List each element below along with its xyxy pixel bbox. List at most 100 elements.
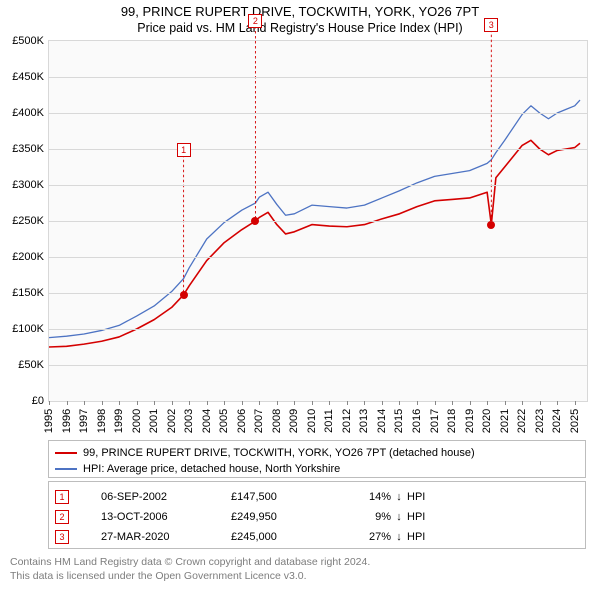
gridline xyxy=(49,113,587,114)
xtick-mark xyxy=(259,401,260,405)
ytick-label: £0 xyxy=(32,395,49,407)
legend: 99, PRINCE RUPERT DRIVE, TOCKWITH, YORK,… xyxy=(48,440,586,478)
xtick-label: 2011 xyxy=(323,409,335,433)
ytick-label: £50K xyxy=(18,359,49,371)
xtick-label: 2006 xyxy=(236,409,248,433)
gridline xyxy=(49,257,587,258)
event-date: 06-SEP-2002 xyxy=(101,491,231,503)
gridline xyxy=(49,293,587,294)
ytick-label: £500K xyxy=(12,35,49,47)
xtick-label: 2021 xyxy=(499,409,511,433)
gridline xyxy=(49,365,587,366)
xtick-label: 2010 xyxy=(306,409,318,433)
chart-title-block: 99, PRINCE RUPERT DRIVE, TOCKWITH, YORK,… xyxy=(0,0,600,35)
event-hpi-label: HPI xyxy=(407,491,447,503)
event-number: 2 xyxy=(55,510,69,524)
event-number: 3 xyxy=(55,530,69,544)
down-arrow-icon: ↓ xyxy=(391,531,407,543)
sale-marker-box: 3 xyxy=(484,18,498,32)
sale-marker-dot xyxy=(180,291,188,299)
xtick-label: 2000 xyxy=(131,409,143,433)
ytick-label: £250K xyxy=(12,215,49,227)
xtick-label: 2001 xyxy=(148,409,160,433)
ytick-label: £300K xyxy=(12,179,49,191)
sale-marker-box: 2 xyxy=(248,14,262,28)
xtick-mark xyxy=(435,401,436,405)
event-pct: 14% xyxy=(341,491,391,503)
xtick-label: 2004 xyxy=(201,409,213,433)
xtick-mark xyxy=(189,401,190,405)
event-pct: 9% xyxy=(341,511,391,523)
xtick-mark xyxy=(294,401,295,405)
xtick-label: 1997 xyxy=(78,409,90,433)
xtick-label: 1996 xyxy=(61,409,73,433)
legend-swatch-property xyxy=(55,452,77,454)
legend-row-hpi: HPI: Average price, detached house, Nort… xyxy=(55,461,579,477)
sale-marker-dot xyxy=(251,217,259,225)
plot-area: £0£50K£100K£150K£200K£250K£300K£350K£400… xyxy=(48,40,588,402)
gridline xyxy=(49,77,587,78)
event-price: £147,500 xyxy=(231,491,341,503)
xtick-mark xyxy=(84,401,85,405)
sale-event-row: 1 06-SEP-2002£147,50014%↓HPI xyxy=(53,487,581,507)
xtick-label: 2003 xyxy=(183,409,195,433)
event-hpi-label: HPI xyxy=(407,511,447,523)
xtick-label: 2018 xyxy=(446,409,458,433)
legend-swatch-hpi xyxy=(55,468,77,470)
xtick-mark xyxy=(470,401,471,405)
xtick-mark xyxy=(172,401,173,405)
xtick-mark xyxy=(382,401,383,405)
sale-marker-box: 1 xyxy=(177,143,191,157)
xtick-mark xyxy=(102,401,103,405)
xtick-label: 1999 xyxy=(113,409,125,433)
legend-row-property: 99, PRINCE RUPERT DRIVE, TOCKWITH, YORK,… xyxy=(55,445,579,461)
xtick-mark xyxy=(487,401,488,405)
xtick-mark xyxy=(119,401,120,405)
xtick-label: 2014 xyxy=(376,409,388,433)
xtick-mark xyxy=(277,401,278,405)
xtick-mark xyxy=(417,401,418,405)
sale-marker-dot xyxy=(487,221,495,229)
xtick-label: 2025 xyxy=(569,409,581,433)
xtick-mark xyxy=(137,401,138,405)
xtick-label: 1998 xyxy=(96,409,108,433)
xtick-label: 2016 xyxy=(411,409,423,433)
xtick-label: 2013 xyxy=(358,409,370,433)
event-number: 1 xyxy=(55,490,69,504)
ytick-label: £450K xyxy=(12,71,49,83)
xtick-label: 2015 xyxy=(393,409,405,433)
event-hpi-label: HPI xyxy=(407,531,447,543)
gridline xyxy=(49,221,587,222)
down-arrow-icon: ↓ xyxy=(391,491,407,503)
xtick-mark xyxy=(505,401,506,405)
sale-event-row: 213-OCT-2006£249,9509%↓HPI xyxy=(53,507,581,527)
xtick-label: 2002 xyxy=(166,409,178,433)
xtick-mark xyxy=(224,401,225,405)
legend-label-hpi: HPI: Average price, detached house, Nort… xyxy=(83,461,340,477)
footer-line1: Contains HM Land Registry data © Crown c… xyxy=(10,555,370,569)
xtick-label: 2005 xyxy=(218,409,230,433)
sale-events-table: 1 06-SEP-2002£147,50014%↓HPI 2 13-OCT-2006£… xyxy=(48,481,586,549)
xtick-label: 2024 xyxy=(551,409,563,433)
xtick-mark xyxy=(347,401,348,405)
xtick-mark xyxy=(329,401,330,405)
chart-container: { "title": { "line1": "99, PRINCE RUPERT… xyxy=(0,0,600,590)
event-date: 13-OCT-2006 xyxy=(101,511,231,523)
xtick-mark xyxy=(312,401,313,405)
line-hpi xyxy=(49,100,580,338)
xtick-mark xyxy=(540,401,541,405)
xtick-mark xyxy=(67,401,68,405)
line-property xyxy=(49,140,580,347)
xtick-label: 2008 xyxy=(271,409,283,433)
ytick-label: £100K xyxy=(12,323,49,335)
footer-line2: This data is licensed under the Open Gov… xyxy=(10,569,370,583)
xtick-label: 2009 xyxy=(288,409,300,433)
xtick-label: 2012 xyxy=(341,409,353,433)
ytick-label: £400K xyxy=(12,107,49,119)
xtick-label: 2019 xyxy=(464,409,476,433)
xtick-mark xyxy=(452,401,453,405)
down-arrow-icon: ↓ xyxy=(391,511,407,523)
xtick-mark xyxy=(207,401,208,405)
xtick-mark xyxy=(557,401,558,405)
chart-subtitle: Price paid vs. HM Land Registry's House … xyxy=(0,21,600,35)
